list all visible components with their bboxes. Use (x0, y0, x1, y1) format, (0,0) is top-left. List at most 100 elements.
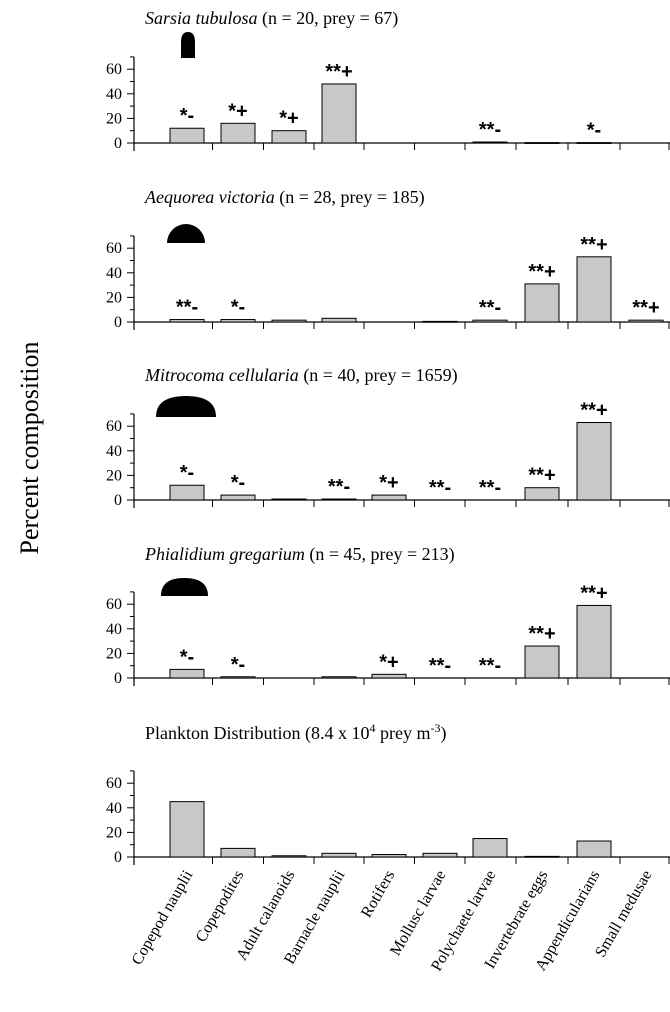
panel-title: Aequorea victoria (n = 28, prey = 185) (144, 187, 425, 208)
panel-title-counts: (n = 45, prey = 213) (305, 544, 455, 565)
panel-title-counts: (n = 20, prey = 67) (258, 8, 399, 29)
category-label: Copepod nauplii (129, 867, 197, 968)
y-tick-label: 0 (114, 135, 122, 152)
flat-bell-icon (161, 578, 208, 596)
significance-label: **- (479, 297, 501, 319)
significance-label: **- (328, 476, 350, 498)
significance-label: **+ (580, 582, 607, 604)
panel-title-text: ) (440, 723, 446, 744)
half-dome-bell-icon (167, 224, 205, 243)
significance-label: **- (479, 655, 501, 677)
bar-copepodites (220, 847, 256, 858)
significance-label: **- (429, 477, 451, 499)
bar-rotifers (371, 854, 407, 858)
y-tick-label: 0 (114, 492, 122, 509)
panel-title-species: Mitrocoma cellularia (144, 365, 299, 385)
bar-copepodites (220, 494, 256, 501)
significance-label: *- (231, 297, 245, 319)
significance-label: **+ (580, 400, 607, 422)
bar-adult-calanoids (271, 855, 307, 858)
bar-mollusc-larvae (422, 320, 458, 323)
significance-label: **+ (580, 234, 607, 256)
panel-4: 0 20 40 60 Phialidium gregarium (n = 45, pre… (106, 544, 670, 687)
y-tick-label: 60 (106, 61, 122, 78)
bar-barnacle-nauplii (321, 83, 357, 144)
bar-rotifers (371, 673, 407, 679)
y-tick-label: 60 (106, 240, 122, 257)
category-label: Small medusae (592, 868, 655, 961)
panel-title-superscript: -3 (430, 721, 440, 735)
panel-title-species: Phialidium gregarium (144, 544, 305, 564)
significance-label: *+ (379, 651, 398, 673)
panel-5: 0 20 40 60 Plankton Distribution (8.4 x 104 … (106, 721, 670, 866)
significance-label: **+ (632, 297, 659, 319)
y-tick-label: 0 (114, 314, 122, 331)
bar-polychaete-larvae (472, 319, 508, 323)
bar-small-medusae (628, 319, 664, 323)
bar-copepodites (220, 122, 256, 144)
bar-adult-calanoids (271, 319, 307, 323)
wide-flat-bell-icon (156, 396, 216, 417)
bar-copepodites (220, 676, 256, 679)
y-tick-label: 20 (106, 824, 122, 841)
category-label: Rotifers (358, 868, 398, 921)
y-tick-label: 60 (106, 418, 122, 435)
panel-title: Mitrocoma cellularia (n = 40, prey = 165… (144, 365, 458, 386)
bar-copepod-nauplii (169, 127, 205, 144)
bar-appendicularians (576, 256, 612, 323)
bar-invertebrate-eggs (524, 142, 560, 144)
significance-label: *- (231, 654, 245, 676)
bar-mollusc-larvae (422, 852, 458, 858)
y-tick-label: 40 (106, 443, 122, 460)
panel-title-species: Sarsia tubulosa (145, 8, 258, 28)
panel-2: 0 20 40 60 Aequorea victoria (n = 28, prey =… (106, 187, 670, 331)
y-tick-label: 20 (106, 467, 122, 484)
significance-label: *- (231, 472, 245, 494)
bar-barnacle-nauplii (321, 852, 357, 858)
significance-label: **- (176, 297, 198, 319)
category-label: Copepodites (193, 868, 248, 946)
significance-label: *- (180, 646, 194, 668)
bar-barnacle-nauplii (321, 676, 357, 679)
bar-barnacle-nauplii (321, 498, 357, 501)
y-tick-label: 20 (106, 110, 122, 127)
panel-title: Plankton Distribution (8.4 x 104 prey m-… (145, 721, 446, 744)
significance-label: *+ (279, 108, 298, 130)
narrow-bell-icon (181, 32, 195, 58)
y-tick-label: 60 (106, 596, 122, 613)
y-tick-label: 40 (106, 800, 122, 817)
y-tick-label: 60 (106, 775, 122, 792)
bar-invertebrate-eggs (524, 855, 560, 858)
bar-appendicularians (576, 604, 612, 679)
bar-copepod-nauplii (169, 668, 205, 679)
bar-rotifers (371, 494, 407, 501)
bar-polychaete-larvae (472, 838, 508, 858)
panel-3: 0 20 40 60 Mitrocoma cellularia (n = 40, pre… (106, 365, 670, 509)
y-tick-label: 0 (114, 670, 122, 687)
panel-title-text: prey m (376, 723, 431, 743)
significance-label: **- (429, 655, 451, 677)
y-tick-label: 40 (106, 86, 122, 103)
panel-title: Sarsia tubulosa (n = 20, prey = 67) (145, 8, 398, 29)
bar-appendicularians (576, 840, 612, 858)
bar-copepodites (220, 319, 256, 323)
y-tick-label: 20 (106, 289, 122, 306)
significance-label: *- (180, 105, 194, 127)
y-tick-label: 40 (106, 265, 122, 282)
significance-label: **- (479, 119, 501, 141)
panel-title-text: Plankton Distribution (8.4 x 10 (145, 723, 370, 744)
bar-adult-calanoids (271, 498, 307, 501)
y-tick-label: 0 (114, 849, 122, 866)
bar-invertebrate-eggs (524, 645, 560, 679)
panel-title: Phialidium gregarium (n = 45, prey = 213… (144, 544, 455, 565)
bar-copepod-nauplii (169, 801, 205, 858)
bar-adult-calanoids (271, 130, 307, 144)
panel-title-counts: (n = 40, prey = 1659) (299, 365, 458, 386)
bar-invertebrate-eggs (524, 283, 560, 323)
significance-label: *- (587, 120, 601, 142)
panel-title-counts: (n = 28, prey = 185) (275, 187, 425, 208)
significance-label: **+ (325, 61, 352, 83)
bar-barnacle-nauplii (321, 317, 357, 323)
significance-label: *+ (228, 100, 247, 122)
